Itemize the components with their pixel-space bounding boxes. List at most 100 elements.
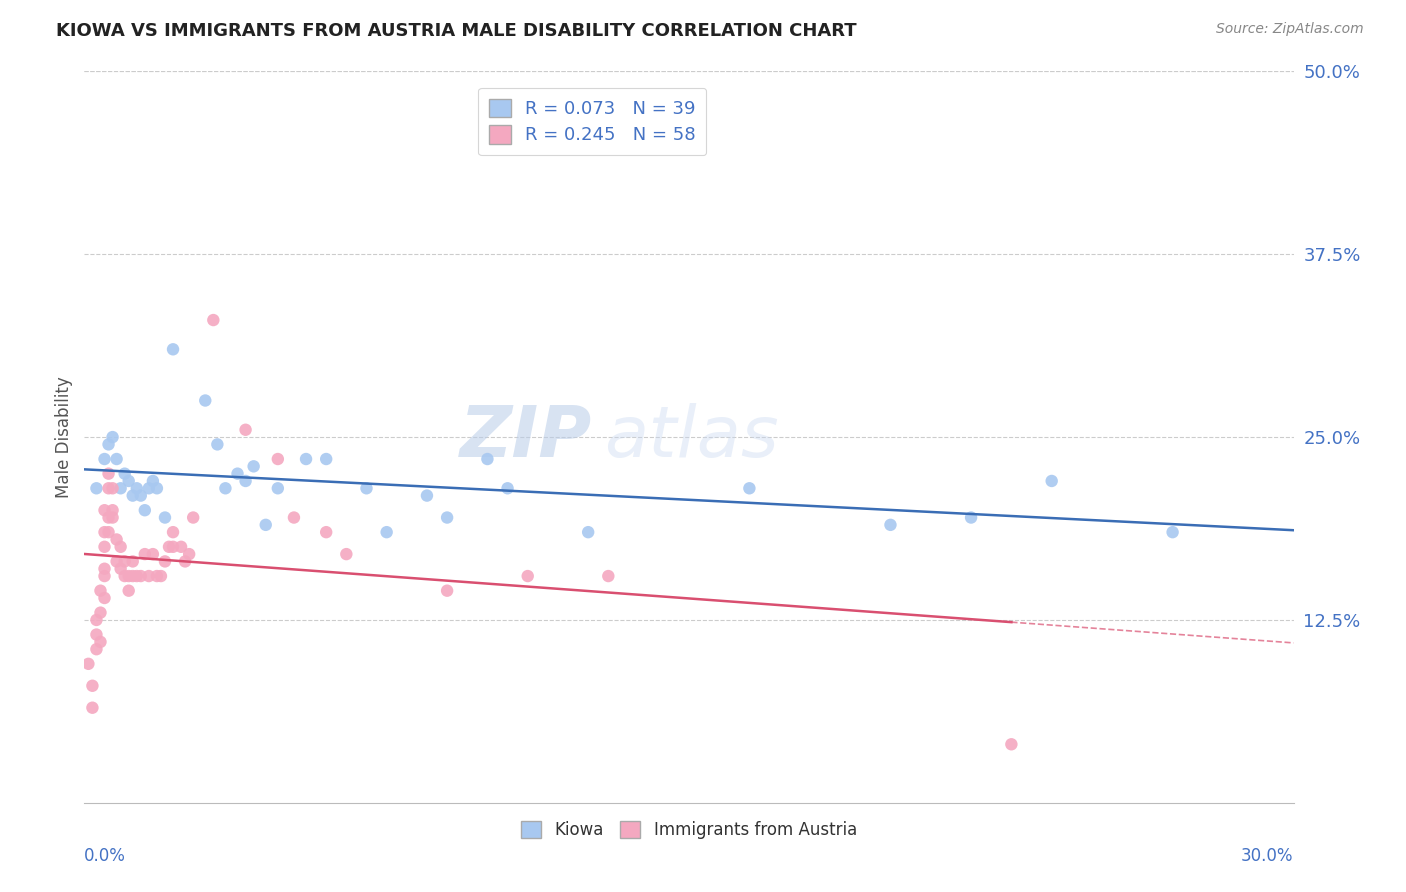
Point	[174, 554, 197, 568]
Point	[114, 569, 136, 583]
Point	[598, 569, 620, 583]
Point	[315, 452, 337, 467]
Legend: Kiowa, Immigrants from Austria: Kiowa, Immigrants from Austria	[515, 814, 863, 846]
Point	[110, 562, 132, 576]
Point	[110, 540, 132, 554]
Text: ZIP: ZIP	[460, 402, 592, 472]
Point	[118, 474, 141, 488]
Point	[149, 569, 172, 583]
Point	[93, 562, 115, 576]
Y-axis label: Male Disability: Male Disability	[55, 376, 73, 498]
Point	[146, 569, 169, 583]
Point	[110, 481, 132, 495]
Point	[101, 481, 124, 495]
Point	[142, 547, 165, 561]
Point	[153, 554, 176, 568]
Point	[101, 503, 124, 517]
Point	[121, 489, 143, 503]
Point	[93, 452, 115, 467]
Point	[82, 700, 104, 714]
Text: Source: ZipAtlas.com: Source: ZipAtlas.com	[1216, 22, 1364, 37]
Point	[97, 525, 120, 540]
Point	[496, 481, 519, 495]
Point	[283, 510, 305, 524]
Point	[202, 313, 225, 327]
Point	[194, 393, 217, 408]
Text: atlas: atlas	[605, 402, 779, 472]
Text: KIOWA VS IMMIGRANTS FROM AUSTRIA MALE DISABILITY CORRELATION CHART: KIOWA VS IMMIGRANTS FROM AUSTRIA MALE DI…	[56, 22, 856, 40]
Point	[105, 533, 128, 547]
Point	[105, 452, 128, 467]
Point	[105, 554, 128, 568]
Point	[226, 467, 249, 481]
Point	[97, 510, 120, 524]
Point	[960, 510, 983, 524]
Point	[93, 540, 115, 554]
Point	[101, 430, 124, 444]
Point	[181, 510, 204, 524]
Point	[138, 569, 160, 583]
Point	[93, 503, 115, 517]
Point	[114, 554, 136, 568]
Point	[738, 481, 761, 495]
Point	[121, 554, 143, 568]
Point	[134, 503, 156, 517]
Point	[576, 525, 599, 540]
Point	[77, 657, 100, 671]
Point	[162, 525, 184, 540]
Point	[162, 540, 184, 554]
Text: 30.0%: 30.0%	[1241, 847, 1294, 864]
Point	[207, 437, 229, 451]
Point	[242, 459, 264, 474]
Point	[375, 525, 398, 540]
Point	[254, 517, 277, 532]
Point	[97, 467, 120, 481]
Point	[93, 569, 115, 583]
Point	[118, 583, 141, 598]
Point	[121, 569, 143, 583]
Point	[93, 591, 115, 605]
Point	[86, 481, 108, 495]
Point	[267, 481, 290, 495]
Point	[86, 613, 108, 627]
Point	[1000, 737, 1022, 751]
Point	[315, 525, 337, 540]
Point	[97, 481, 120, 495]
Point	[89, 635, 111, 649]
Point	[335, 547, 357, 561]
Point	[86, 642, 108, 657]
Point	[82, 679, 104, 693]
Point	[214, 481, 236, 495]
Point	[879, 517, 901, 532]
Point	[134, 547, 156, 561]
Point	[1161, 525, 1184, 540]
Point	[142, 474, 165, 488]
Point	[125, 481, 148, 495]
Point	[516, 569, 538, 583]
Point	[89, 606, 111, 620]
Point	[267, 452, 290, 467]
Point	[129, 569, 152, 583]
Point	[162, 343, 184, 357]
Point	[118, 569, 141, 583]
Point	[356, 481, 378, 495]
Point	[436, 583, 458, 598]
Point	[170, 540, 193, 554]
Text: 0.0%: 0.0%	[84, 847, 127, 864]
Point	[157, 540, 180, 554]
Point	[153, 510, 176, 524]
Point	[416, 489, 439, 503]
Point	[86, 627, 108, 641]
Point	[114, 467, 136, 481]
Point	[89, 583, 111, 598]
Point	[179, 547, 201, 561]
Point	[146, 481, 169, 495]
Point	[235, 423, 257, 437]
Point	[235, 474, 257, 488]
Point	[138, 481, 160, 495]
Point	[101, 510, 124, 524]
Point	[436, 510, 458, 524]
Point	[93, 525, 115, 540]
Point	[129, 489, 152, 503]
Point	[125, 569, 148, 583]
